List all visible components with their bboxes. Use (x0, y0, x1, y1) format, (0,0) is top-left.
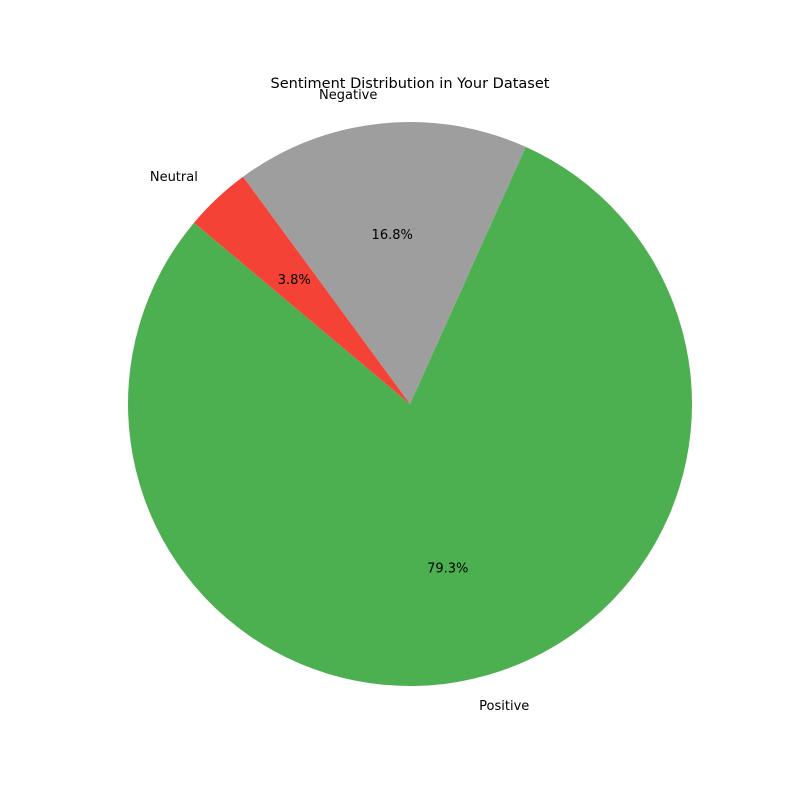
pie-slice-neutral (193, 176, 410, 404)
slice-percent-negative: 16.8% (372, 228, 413, 243)
pie-slice-negative (243, 122, 526, 404)
slice-percent-positive: 79.3% (427, 561, 468, 576)
pie-slices (128, 122, 692, 687)
slice-percent-neutral: 3.8% (278, 273, 311, 288)
slice-label-negative: Negative (319, 88, 377, 103)
slice-label-positive: Positive (479, 699, 529, 714)
chart-title: Sentiment Distribution in Your Dataset (271, 76, 550, 92)
pie-slice-positive (128, 146, 692, 687)
pie-labels: Positive 79.3% Negative 16.8% Neutral 3.8% (150, 88, 529, 714)
slice-label-neutral: Neutral (150, 170, 198, 185)
